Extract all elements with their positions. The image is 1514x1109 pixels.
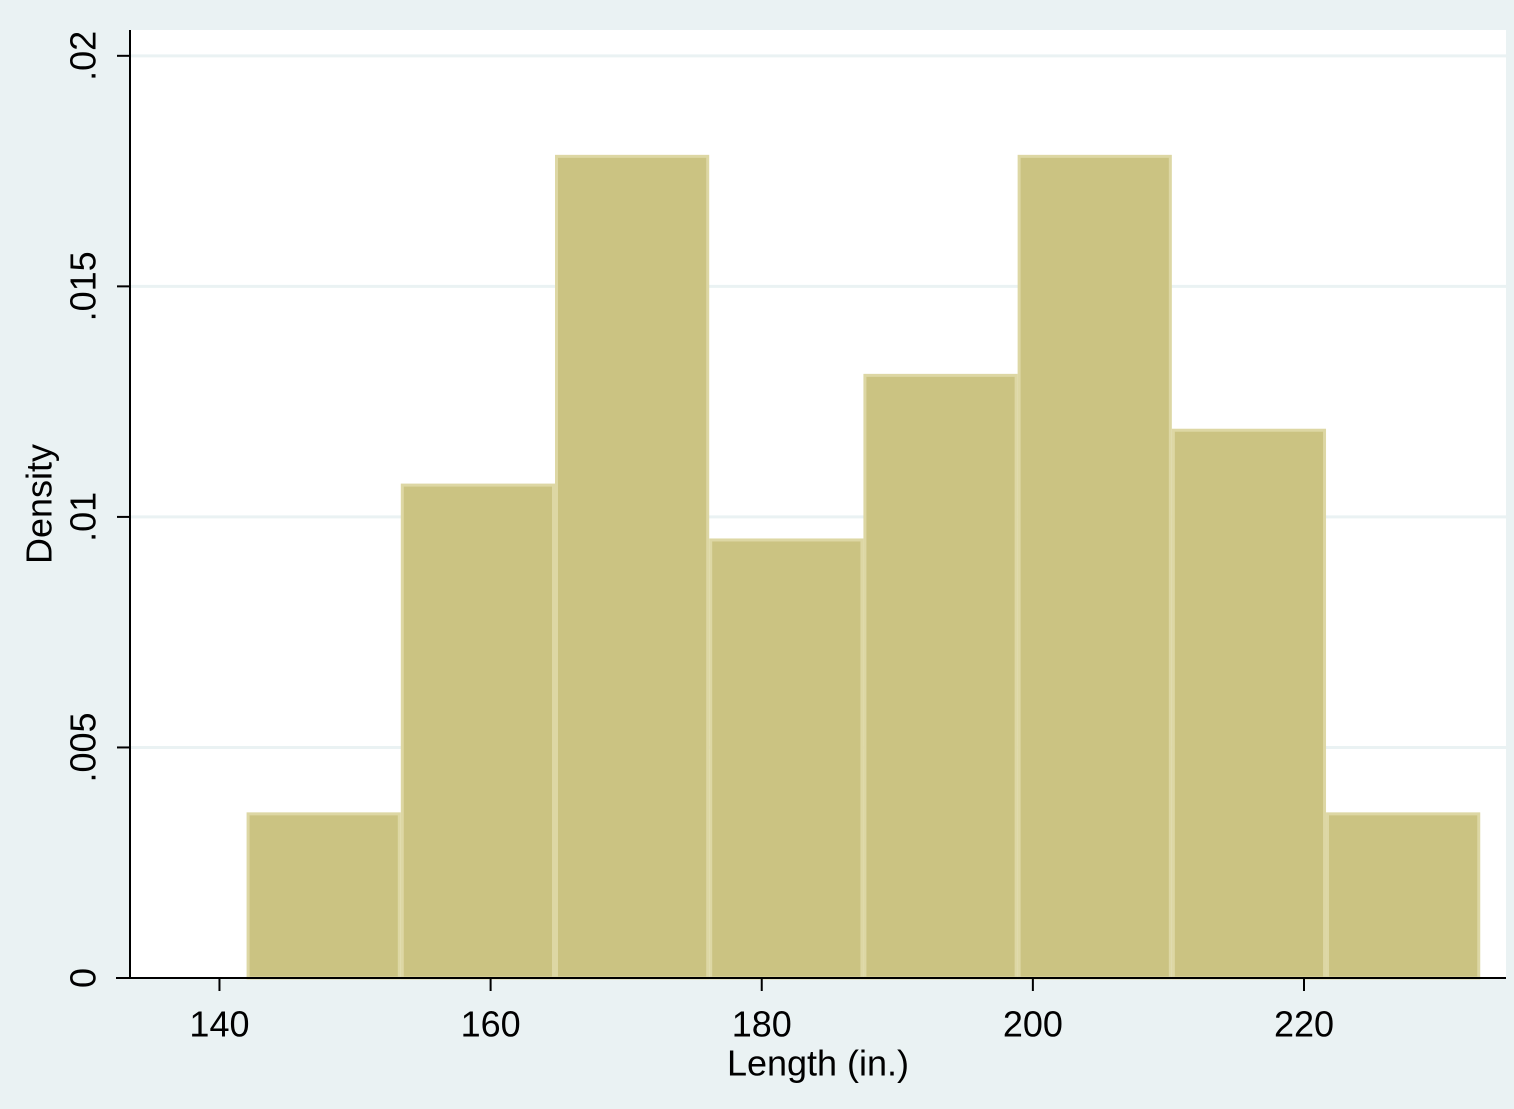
bar xyxy=(555,154,710,980)
bar xyxy=(863,373,1018,980)
bar xyxy=(1171,428,1327,980)
bar xyxy=(709,538,864,980)
y-tick-label: .01 xyxy=(63,492,104,542)
x-axis-label: Length (in.) xyxy=(727,1043,909,1084)
x-tick-label: 180 xyxy=(732,1004,792,1045)
y-tick-label: .015 xyxy=(63,251,104,321)
bar xyxy=(1326,812,1481,980)
x-tick-label: 200 xyxy=(1003,1004,1063,1045)
y-tick-label: .005 xyxy=(63,712,104,782)
x-tick-label: 220 xyxy=(1274,1004,1334,1045)
y-tick-label: .02 xyxy=(63,31,104,81)
bar xyxy=(400,483,556,980)
y-axis-label: Density xyxy=(19,444,60,564)
bar xyxy=(1017,154,1172,980)
y-tick-label: 0 xyxy=(63,968,104,988)
x-tick-label: 140 xyxy=(189,1004,249,1045)
bar xyxy=(246,812,401,980)
x-tick-label: 160 xyxy=(461,1004,521,1045)
